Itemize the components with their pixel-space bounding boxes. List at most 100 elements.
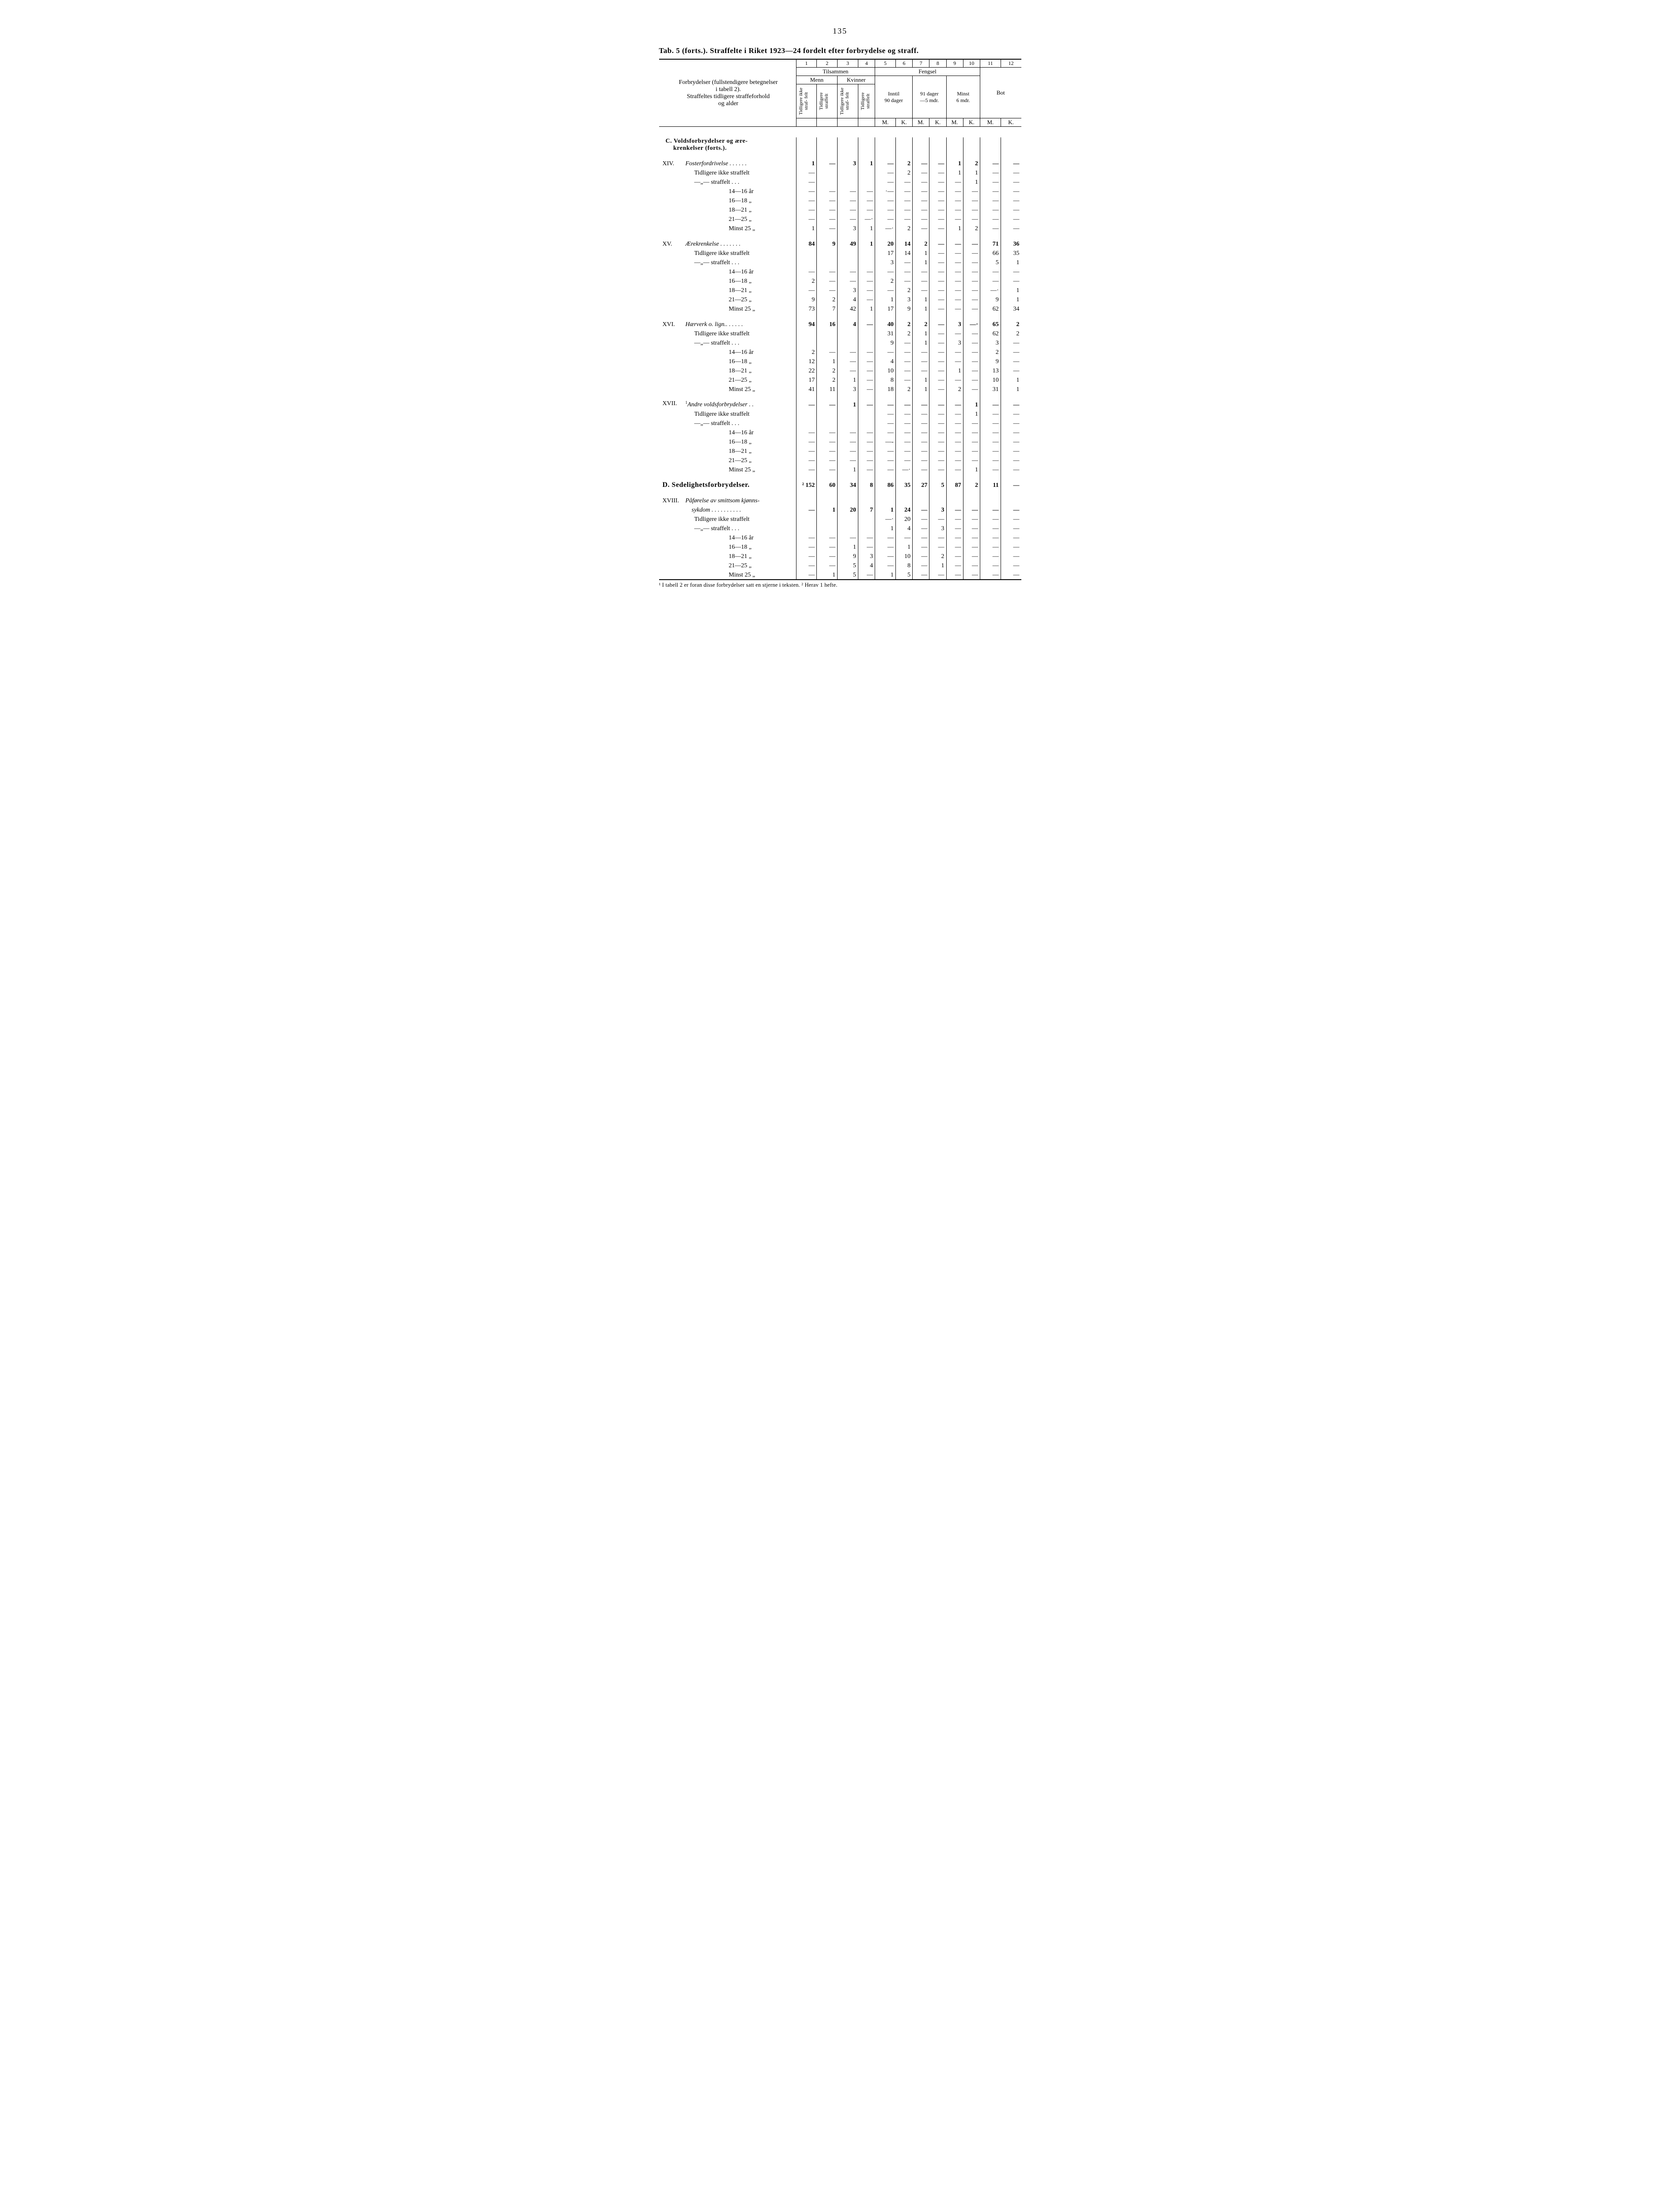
cell: — [895,409,912,418]
sub-row: 16—18 „ [659,542,796,551]
sub-row: 18—21 „ [659,551,796,561]
cell: — [858,375,875,384]
cell: — [1001,267,1021,276]
colnum-9: 9 [946,59,963,68]
cell: — [913,366,929,375]
cell: 10 [875,366,896,375]
cell: — [858,357,875,366]
cell: — [913,505,929,514]
cell: — [963,295,980,304]
cell: 34 [1001,304,1021,313]
cell: — [858,455,875,465]
cell: — [980,214,1001,224]
cell: 49 [838,239,858,248]
cell [838,177,858,186]
cell: — [946,533,963,542]
cell: — [895,366,912,375]
cell: — [913,551,929,561]
cell [817,168,838,177]
cell: — [946,542,963,551]
cell: 2 [817,375,838,384]
cell [913,496,929,505]
cell: 14 [895,248,912,258]
cell: 7 [858,505,875,514]
sub-row: —„— straffelt . . . [659,524,796,533]
cell: — [963,214,980,224]
cell: — [858,533,875,542]
colnum-11: 11 [980,59,1001,68]
cell: 3 [980,338,1001,347]
cell: — [838,366,858,375]
d-c7: 27 [913,480,929,490]
sub-row: 21—25 „ [659,455,796,465]
cell: — [796,285,817,295]
cell: 2 [817,295,838,304]
cell: —· [963,319,980,329]
cell: — [946,428,963,437]
cell: 84 [796,239,817,248]
cell: 2 [963,224,980,233]
cell: — [913,533,929,542]
sub-row: Minst 25 „ [659,304,796,313]
cell: — [946,239,963,248]
cell: — [858,446,875,455]
cell: 2 [875,276,896,285]
sub-row: 14—16 år [659,533,796,542]
cell [796,496,817,505]
cell: — [929,418,946,428]
cell: — [875,533,896,542]
cell: — [913,285,929,295]
cell: 3 [838,224,858,233]
cell [838,524,858,533]
cell: — [1001,465,1021,474]
cell [796,524,817,533]
cell: — [875,214,896,224]
cell: — [796,542,817,551]
cell: — [1001,533,1021,542]
cell: —· [980,285,1001,295]
cell: — [980,533,1001,542]
cell: — [875,542,896,551]
hdr-tilsammen: Tilsammen [796,68,875,76]
cell [858,409,875,418]
cell: —· [875,224,896,233]
d-c6: 35 [895,480,912,490]
cell: — [913,214,929,224]
cell: — [875,455,896,465]
cell: — [929,205,946,214]
cell: — [1001,409,1021,418]
cell: — [875,168,896,177]
cell: 1 [838,542,858,551]
cell: — [963,542,980,551]
sub-row: 21—25 „ [659,561,796,570]
cell: 17 [875,248,896,258]
cell: — [796,446,817,455]
cell: — [895,357,912,366]
cell: — [929,446,946,455]
cell: — [1001,347,1021,357]
cell: 2 [796,347,817,357]
cell: — [895,338,912,347]
cell: — [895,186,912,196]
cell: — [875,418,896,428]
cell: — [817,465,838,474]
cell: 35 [1001,248,1021,258]
cell: — [980,186,1001,196]
cell: — [858,437,875,446]
cell: 5 [980,258,1001,267]
cell: 2 [913,319,929,329]
cell: —· [875,514,896,524]
d-c3: 34 [838,480,858,490]
cell: — [980,437,1001,446]
cell: — [817,437,838,446]
hdr-mk-7: M. [913,118,929,127]
cell: — [875,400,896,409]
sub-row: —„— straffelt . . . [659,177,796,186]
cell: — [929,285,946,295]
cell [858,514,875,524]
sub-row: 21—25 „ [659,295,796,304]
cell: 4 [838,295,858,304]
cell: 1 [913,375,929,384]
cell: — [817,455,838,465]
sub-row: 21—25 „ [659,375,796,384]
